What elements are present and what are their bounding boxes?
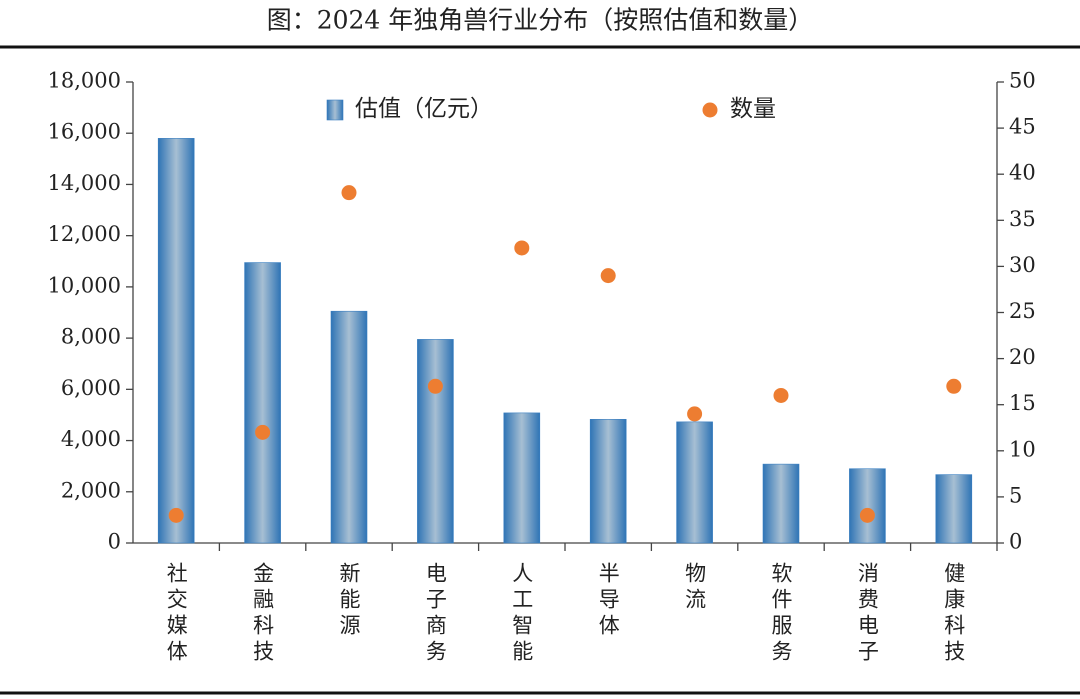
- y2-tick-label: 25: [1009, 299, 1036, 323]
- x-tick-label: 社交媒体: [164, 562, 188, 666]
- x-tick-label: 软件服务: [769, 562, 793, 666]
- y2-tick-label: 0: [1009, 530, 1022, 554]
- legend-label: 数量: [730, 96, 776, 122]
- y-tick-label: 2,000: [61, 478, 121, 502]
- point: [859, 507, 875, 523]
- y2-tick-label: 35: [1009, 207, 1036, 231]
- x-tick-label: 物流: [683, 562, 707, 614]
- y-tick-label: 14,000: [48, 171, 121, 195]
- bar: [935, 474, 973, 544]
- y2-tick-label: 15: [1009, 391, 1036, 415]
- point: [687, 406, 703, 422]
- y2-tick-label: 5: [1009, 483, 1022, 507]
- x-tick-label: 半导体: [596, 562, 620, 640]
- bar: [762, 463, 800, 544]
- x-tick-label: 健康科技: [942, 562, 966, 666]
- bar: [417, 339, 454, 544]
- legend-swatch: [326, 99, 344, 121]
- chart-title: 图：2024 年独角兽行业分布（按照估值和数量）: [267, 6, 814, 35]
- point: [427, 378, 443, 394]
- bar: [330, 310, 368, 544]
- y-tick-label: 0: [108, 530, 121, 554]
- legend-swatch: [702, 102, 718, 118]
- y-tick-label: 6,000: [61, 376, 121, 400]
- point: [255, 424, 271, 440]
- x-tick-label: 新能源: [337, 562, 361, 640]
- x-tick-label: 金融科技: [251, 562, 275, 666]
- y2-tick-label: 40: [1009, 161, 1036, 185]
- bar: [244, 262, 281, 544]
- y2-tick-label: 10: [1009, 437, 1036, 461]
- y2-tick-label: 50: [1009, 69, 1036, 93]
- bar: [157, 138, 195, 544]
- legend-label: 估值（亿元）: [355, 96, 493, 122]
- x-tick-label: 消费电子: [855, 562, 879, 666]
- y-tick-label: 10,000: [48, 273, 121, 297]
- point: [600, 268, 616, 284]
- x-tick-label: 人工智能: [510, 562, 534, 666]
- y-tick-label: 4,000: [61, 427, 121, 451]
- point: [341, 185, 357, 201]
- point: [946, 378, 962, 394]
- y-tick-label: 18,000: [48, 69, 121, 93]
- point: [773, 387, 789, 403]
- point: [168, 507, 184, 523]
- bar: [503, 412, 541, 544]
- bar: [849, 468, 886, 544]
- point: [514, 240, 530, 256]
- y-tick-label: 16,000: [48, 120, 121, 144]
- bar: [676, 421, 713, 544]
- bar: [589, 418, 627, 544]
- y2-tick-label: 30: [1009, 253, 1036, 277]
- y2-tick-label: 45: [1009, 115, 1036, 139]
- y-tick-label: 12,000: [48, 222, 121, 246]
- x-tick-label: 电子商务: [423, 562, 447, 666]
- y2-tick-label: 20: [1009, 345, 1036, 369]
- y-tick-label: 8,000: [61, 325, 121, 349]
